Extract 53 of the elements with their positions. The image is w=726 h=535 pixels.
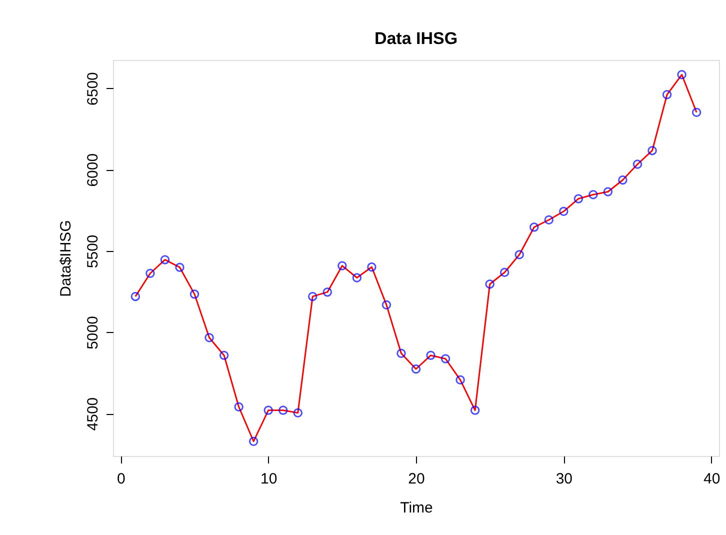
point [411, 364, 421, 374]
point [338, 261, 347, 270]
point [396, 348, 406, 358]
point [514, 250, 524, 260]
point [485, 279, 494, 289]
y-tick-label: 6500 [84, 72, 102, 106]
point [382, 300, 392, 310]
y-tick-label: 4500 [84, 397, 102, 431]
point [322, 287, 332, 297]
point [352, 273, 362, 282]
point [662, 90, 672, 100]
point [234, 402, 244, 412]
y-tick-label: 5000 [84, 316, 102, 350]
x-tick-label: 10 [260, 470, 278, 488]
point [559, 206, 568, 216]
line-series [134, 74, 698, 442]
point [470, 406, 480, 415]
point [456, 375, 465, 385]
point [618, 175, 628, 185]
x-tick-label: 40 [703, 470, 720, 488]
point [219, 350, 229, 360]
x-tick-label: 0 [117, 470, 126, 488]
point [308, 292, 318, 302]
point [648, 146, 657, 156]
point [426, 350, 436, 360]
chart-title: Data IHSG [374, 29, 458, 48]
point [677, 70, 686, 80]
point [130, 292, 140, 302]
point [248, 436, 258, 446]
y-tick-label: 6000 [84, 153, 102, 187]
x-tick-label: 30 [556, 470, 573, 488]
point [530, 222, 539, 232]
point [146, 268, 155, 278]
point [692, 108, 702, 117]
point [204, 332, 214, 342]
point [190, 290, 200, 299]
x-tick-label: 20 [408, 470, 425, 488]
y-tick-label: 5500 [84, 234, 102, 268]
point [367, 262, 376, 272]
y-axis-title: Data$IHSG [58, 220, 74, 297]
point [632, 160, 642, 169]
point [588, 190, 598, 200]
point [500, 268, 510, 278]
point [544, 215, 554, 224]
point [574, 194, 584, 204]
point [440, 354, 450, 364]
point [264, 406, 273, 415]
point [175, 262, 184, 272]
point [293, 408, 302, 418]
x-axis-title: Time [400, 500, 433, 516]
point [278, 406, 288, 415]
point [160, 255, 170, 264]
point [603, 187, 613, 196]
